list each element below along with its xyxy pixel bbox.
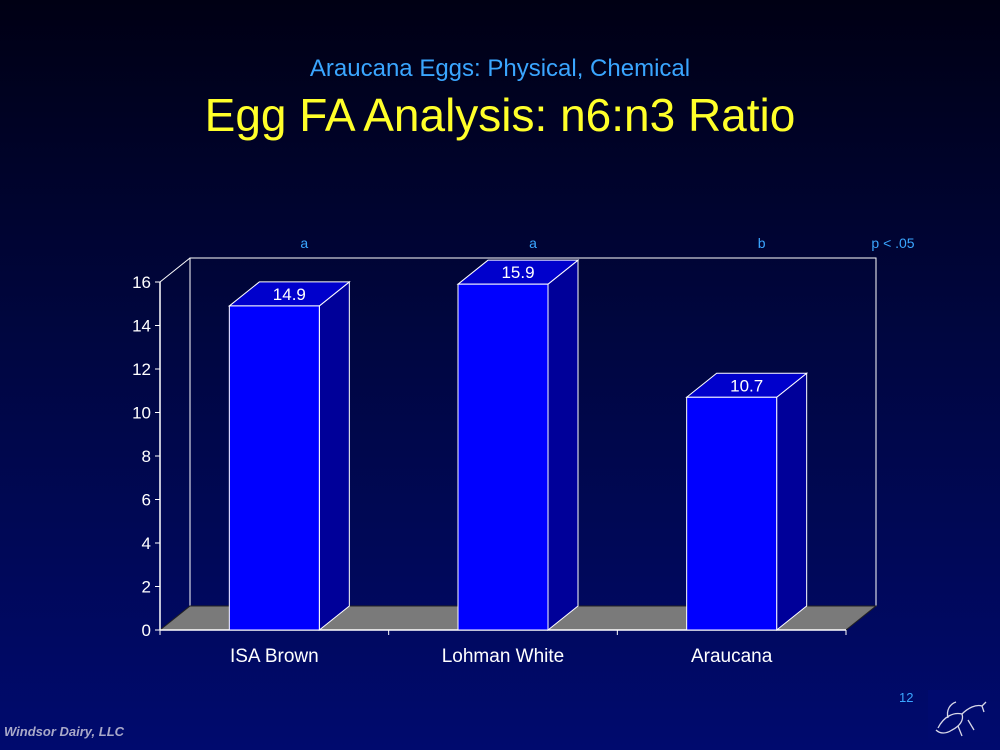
footer-company: Windsor Dairy, LLC [4, 724, 125, 739]
significance-note: p < .05 [871, 235, 914, 251]
bar-side [547, 259, 579, 632]
y-tick-label: 10 [132, 404, 151, 423]
bar [228, 305, 320, 631]
bar-side [776, 372, 808, 632]
significance-letter: a [529, 235, 537, 251]
y-tick-label: 14 [132, 317, 151, 336]
significance-letter: b [758, 235, 766, 251]
bar [686, 396, 778, 631]
bar-side [318, 280, 350, 632]
bar [457, 283, 549, 631]
y-tick-label: 4 [142, 534, 151, 553]
y-tick-label: 8 [142, 447, 151, 466]
chart-left-wall-edge [159, 257, 191, 283]
y-tick-label: 6 [142, 491, 151, 510]
y-tick-label: 2 [142, 578, 151, 597]
x-tick-label: Lohman White [442, 646, 565, 667]
slide-title: Egg FA Analysis: n6:n3 Ratio [204, 89, 796, 141]
page-number: 12 [899, 690, 914, 705]
x-tick-label: Araucana [691, 646, 773, 667]
slide-subtitle: Araucana Eggs: Physical, Chemical [309, 55, 691, 82]
x-tick-label: ISA Brown [230, 646, 319, 667]
horse-logo-icon [928, 690, 990, 742]
data-label: 15.9 [501, 263, 534, 282]
data-label: 10.7 [730, 376, 763, 395]
y-tick-label: 0 [142, 621, 151, 640]
y-tick-label: 12 [132, 360, 151, 379]
significance-letter: a [300, 235, 308, 251]
y-tick-label: 16 [132, 273, 151, 292]
data-label: 14.9 [273, 285, 306, 304]
